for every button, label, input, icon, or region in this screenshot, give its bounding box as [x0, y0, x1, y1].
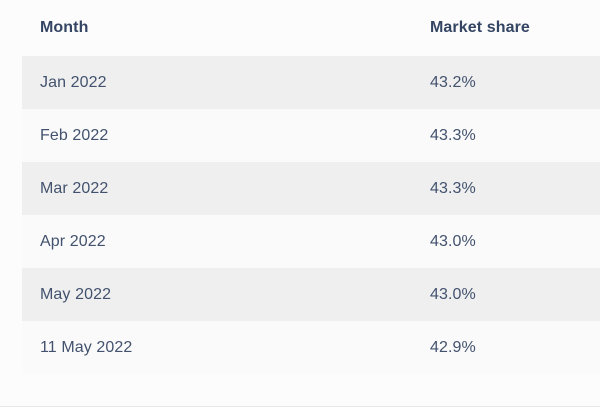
month-cell: Mar 2022 [40, 179, 109, 197]
table-row: Jan 2022 43.2% [22, 56, 600, 109]
column-header-month: Month [40, 19, 89, 36]
month-cell: Jan 2022 [40, 73, 107, 91]
market-share-table: Month Market share Jan 2022 43.2% Feb 20… [22, 0, 600, 374]
table-row: Feb 2022 43.3% [22, 109, 600, 162]
table-row: 11 May 2022 42.9% [22, 321, 600, 374]
table-row: May 2022 43.0% [22, 268, 600, 321]
market-share-cell: 43.3% [430, 179, 476, 197]
month-cell: Feb 2022 [40, 126, 109, 144]
table-row: Mar 2022 43.3% [22, 162, 600, 215]
market-share-cell: 43.0% [430, 285, 476, 303]
month-cell: May 2022 [40, 285, 112, 303]
month-cell: 11 May 2022 [40, 338, 133, 356]
table-row: Apr 2022 43.0% [22, 215, 600, 268]
market-share-cell: 43.3% [430, 126, 476, 144]
month-cell: Apr 2022 [40, 232, 106, 250]
column-header-market-share: Market share [430, 19, 530, 36]
market-share-cell: 43.0% [430, 232, 476, 250]
market-share-cell: 43.2% [430, 73, 476, 91]
table-header-row: Month Market share [22, 0, 600, 56]
market-share-cell: 42.9% [430, 338, 476, 356]
